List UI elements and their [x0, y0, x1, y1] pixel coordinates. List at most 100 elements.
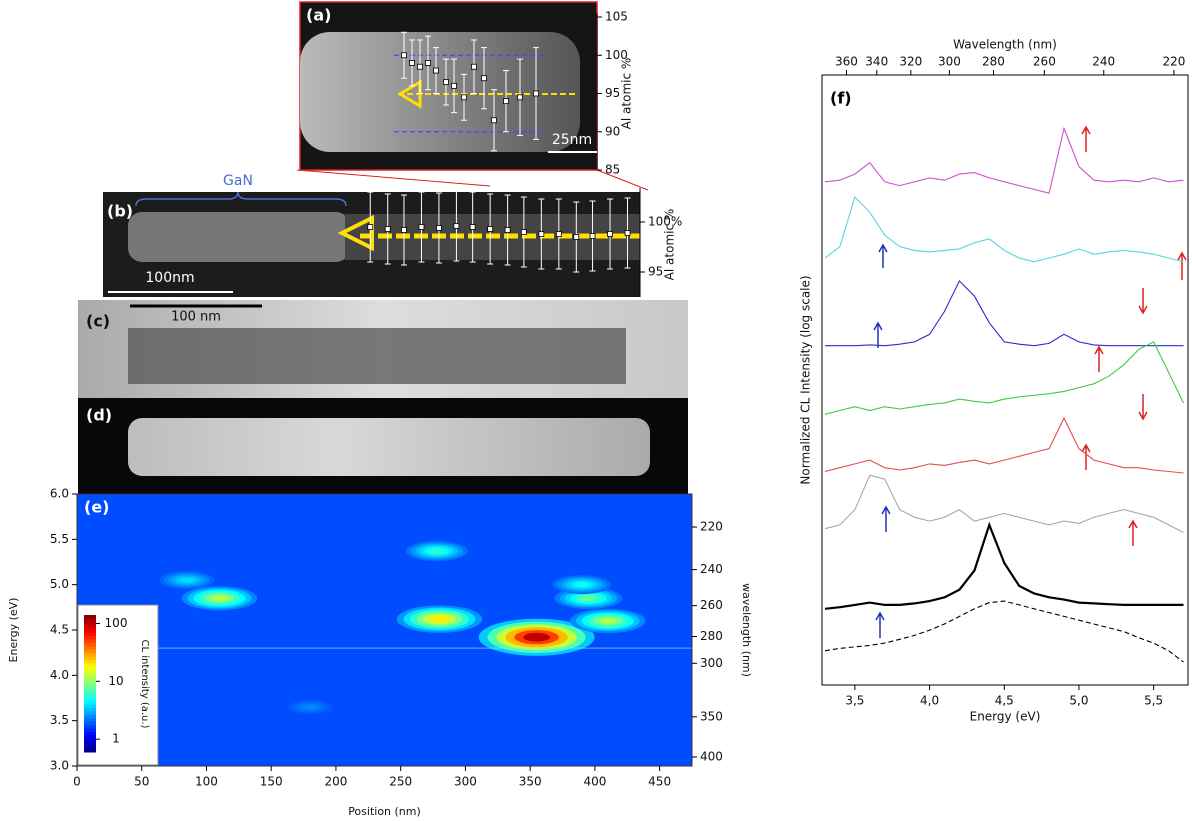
panel-label: (d)	[86, 406, 112, 425]
y-tick-label: 95	[648, 265, 663, 279]
spectrum	[825, 279, 1184, 347]
point	[401, 227, 407, 233]
point	[425, 60, 431, 66]
frame	[821, 74, 1189, 686]
y-axis-label: Energy (eV)	[7, 598, 20, 663]
colorbar-cell	[84, 731, 96, 736]
y2-axis-label: wavelength (nm)	[740, 583, 753, 677]
colorbar-cell	[84, 710, 96, 715]
colorbar-cell	[84, 741, 96, 746]
point	[573, 234, 580, 240]
y-tick-label: 90	[605, 124, 620, 138]
arrow	[1081, 443, 1091, 470]
colorbar-cell	[84, 645, 96, 650]
wire	[128, 418, 650, 476]
spectrum	[824, 341, 1184, 415]
colorbar-label: CL intensity (a.u.)	[139, 640, 150, 729]
colorbar-cell	[84, 686, 96, 691]
y2-tick-label: 300	[700, 656, 723, 670]
y-axis-label: Al atomic %	[620, 58, 634, 130]
y-tick-label: 4.5	[50, 623, 69, 637]
point	[433, 67, 439, 74]
point	[417, 63, 423, 70]
colorbar-cell	[84, 638, 96, 643]
arrows	[873, 125, 1187, 638]
colorbar-cell	[84, 618, 96, 623]
point	[504, 227, 511, 233]
point	[481, 75, 487, 82]
panel-label: (f)	[830, 89, 852, 108]
y-tick-label: 105	[605, 10, 628, 24]
colorbar-tick-label: 1	[112, 732, 120, 746]
wire	[128, 328, 626, 384]
wire	[300, 32, 580, 152]
y2-tick-label: 260	[700, 598, 723, 612]
point	[461, 94, 467, 101]
heatmap-spots	[159, 541, 646, 715]
point	[538, 231, 545, 237]
colorbar-cell	[84, 632, 96, 637]
arrow	[881, 505, 891, 532]
x-tick-label: 5,5	[1144, 694, 1163, 708]
colorbar-cell	[84, 707, 96, 712]
y-tick-label: 4.0	[50, 668, 69, 682]
zoom-line	[596, 169, 649, 191]
point	[451, 82, 457, 89]
x-tick-label: 350	[519, 775, 542, 789]
x2-tick-label: 220	[1162, 55, 1185, 69]
brace	[135, 191, 347, 207]
x2-tick-label: 240	[1092, 55, 1115, 69]
x2-tick-label: 280	[982, 55, 1005, 69]
colorbar-cell	[84, 628, 96, 633]
point	[607, 231, 613, 237]
x-tick-label: 3,5	[845, 694, 864, 708]
spot	[429, 615, 450, 623]
x2-tick-label: 360	[835, 55, 858, 69]
colorbar-cell	[84, 669, 96, 674]
arrow	[1128, 519, 1138, 546]
x-tick-label: 150	[260, 775, 283, 789]
point	[471, 63, 477, 70]
arrow	[873, 321, 883, 348]
colorbar-cell	[84, 659, 96, 664]
y-tick-label: 85	[605, 163, 620, 177]
panel-label: (e)	[84, 498, 109, 517]
point	[384, 226, 391, 232]
x-tick-label: 4,0	[920, 694, 939, 708]
point	[589, 233, 596, 239]
arrow	[1177, 251, 1187, 280]
colorbar-cell	[84, 704, 96, 708]
y-tick-label: 3.0	[50, 759, 69, 773]
colorbar-cell	[84, 697, 96, 702]
colorbar-cell	[84, 745, 96, 750]
x-tick-label: 400	[583, 775, 606, 789]
point	[401, 52, 407, 59]
y2-tick-label: 240	[700, 562, 723, 576]
spot	[180, 578, 194, 583]
y-tick-label: 5.5	[50, 532, 69, 546]
point	[487, 226, 494, 232]
colorbar-cell	[84, 721, 96, 726]
arrow	[875, 611, 885, 638]
point	[491, 117, 497, 124]
colorbar-cell	[84, 615, 96, 619]
annotation: GaN	[223, 173, 253, 189]
scale-bar-label: 100 nm	[171, 310, 221, 325]
point	[443, 79, 449, 85]
colorbar-cell	[84, 693, 96, 698]
spectrum	[824, 474, 1184, 533]
colorbar-cell	[84, 690, 96, 695]
y-tick-label: 3.5	[50, 713, 69, 727]
wire	[128, 212, 350, 262]
colorbar-cell	[84, 717, 96, 722]
point	[555, 231, 562, 237]
colorbar-cell	[84, 714, 96, 719]
scale-bar-label: 25nm	[552, 132, 592, 148]
x-tick-label: 250	[389, 775, 412, 789]
spectrum	[824, 600, 1184, 663]
x-tick-label: 50	[134, 775, 149, 789]
y-tick-label: 100	[605, 48, 628, 62]
panel-label: (c)	[86, 312, 110, 331]
spot	[599, 618, 617, 624]
